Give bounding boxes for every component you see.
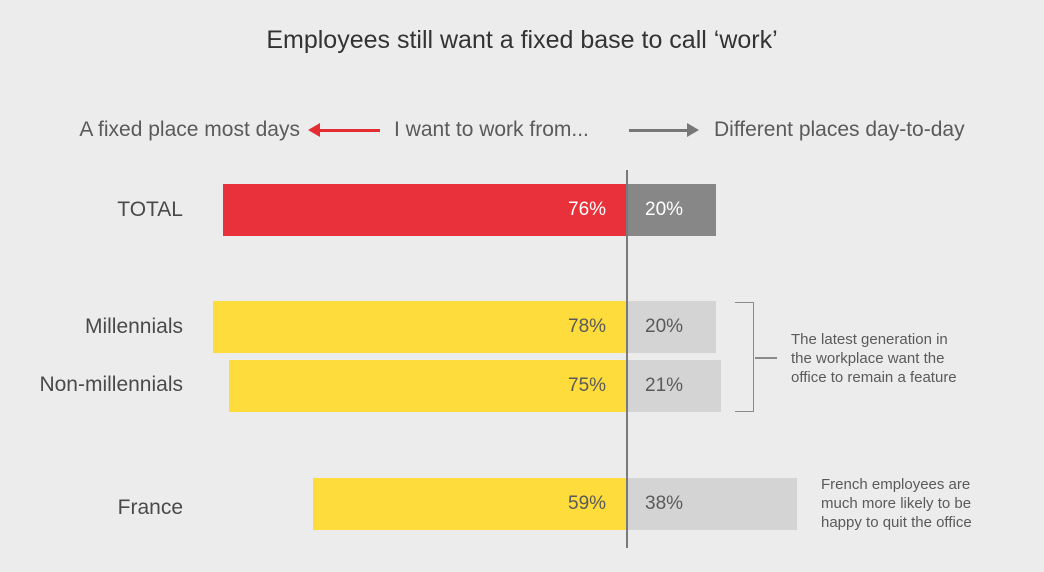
value-label-different-places-france: 38% bbox=[645, 493, 684, 514]
bar-fixed-place-non-millennials bbox=[228, 360, 626, 412]
chart-title: Employees still want a fixed base to cal… bbox=[266, 26, 778, 54]
bar-fixed-place-france bbox=[313, 478, 626, 530]
value-label-different-places-total: 20% bbox=[645, 199, 684, 220]
row-label-non-millennials: Non-millennials bbox=[39, 373, 183, 396]
value-label-fixed-place-non-millennials: 75% bbox=[568, 375, 607, 396]
bar-different-places-non-millennials bbox=[626, 360, 721, 412]
bar-different-places-total bbox=[626, 184, 717, 236]
value-label-fixed-place-millennials: 78% bbox=[568, 316, 607, 337]
header-right-label: Different places day-to-day bbox=[714, 118, 965, 141]
header-left-label: A fixed place most days bbox=[79, 118, 300, 141]
row-label-france: France bbox=[117, 496, 183, 519]
generation-bracket bbox=[735, 302, 754, 412]
value-label-different-places-millennials: 20% bbox=[645, 316, 684, 337]
generation-bracket-connector bbox=[755, 357, 777, 359]
bar-fixed-place-millennials bbox=[212, 301, 626, 353]
right-arrow-icon bbox=[629, 123, 699, 137]
row-label-total: TOTAL bbox=[117, 198, 183, 221]
value-label-fixed-place-france: 59% bbox=[568, 493, 607, 514]
bar-different-places-millennials bbox=[626, 301, 717, 353]
center-axis-line bbox=[626, 170, 628, 548]
value-label-fixed-place-total: 76% bbox=[568, 199, 607, 220]
value-label-different-places-non-millennials: 21% bbox=[645, 375, 684, 396]
left-arrow-icon bbox=[308, 123, 380, 137]
france-annotation: French employees are much more likely to… bbox=[821, 476, 972, 531]
millennials-annotation: The latest generation in the workplace w… bbox=[791, 331, 957, 386]
bar-fixed-place-total bbox=[223, 184, 626, 236]
row-label-millennials: Millennials bbox=[84, 315, 183, 338]
header-middle-label: I want to work from... bbox=[394, 118, 589, 141]
bar-different-places-france bbox=[626, 478, 798, 530]
